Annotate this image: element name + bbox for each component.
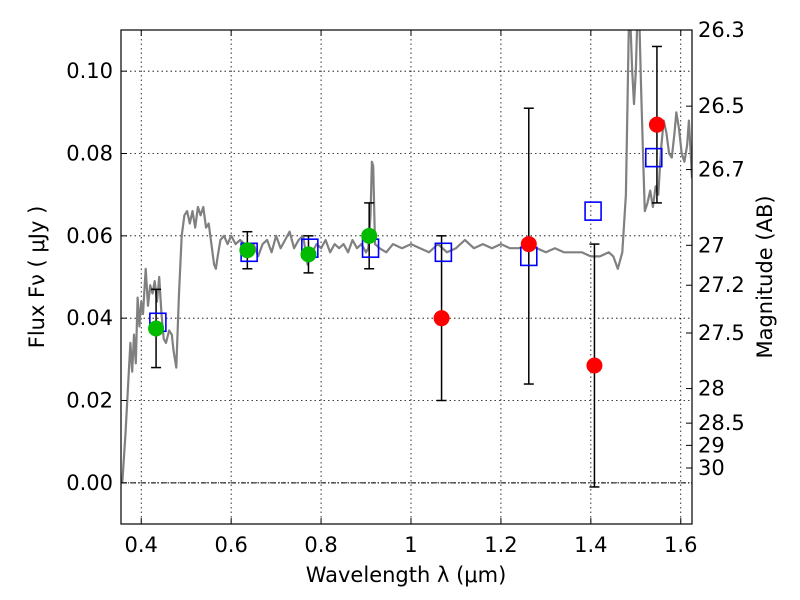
gridlines bbox=[121, 30, 692, 524]
x-tick-label: 1.6 bbox=[664, 533, 697, 557]
model-photometry-square bbox=[434, 242, 453, 263]
right-axis-label: Magnitude (AB) bbox=[753, 195, 777, 358]
photometry-points bbox=[148, 116, 665, 374]
right-tick-label: 29 bbox=[698, 433, 725, 457]
detection-point bbox=[148, 320, 165, 337]
non-detection-point bbox=[586, 357, 603, 374]
model-photometry-square bbox=[584, 201, 602, 221]
right-tick-label: 28.5 bbox=[698, 411, 745, 435]
x-tick-label: 0.8 bbox=[304, 533, 337, 557]
y-tick-label: 0.06 bbox=[66, 224, 113, 248]
right-tick-label: 27.2 bbox=[698, 273, 745, 297]
x-axis-ticks: 0.4 0.6 0.8 1 1.2 1.4 1.6 bbox=[125, 30, 697, 557]
non-detection-point bbox=[520, 236, 537, 253]
plot-frame bbox=[120, 29, 693, 525]
model-spectrum-group bbox=[121, 30, 692, 483]
non-detection-point bbox=[648, 116, 665, 133]
x-tick-label: 1 bbox=[404, 533, 417, 557]
non-detection-point bbox=[433, 310, 450, 327]
detection-point bbox=[300, 246, 317, 263]
right-tick-label: 30 bbox=[698, 456, 725, 480]
x-tick-label: 0.4 bbox=[125, 533, 158, 557]
detection-point bbox=[361, 227, 378, 244]
model-spectrum-line bbox=[121, 30, 692, 483]
x-tick-label: 1.2 bbox=[484, 533, 517, 557]
model-photometry-square bbox=[644, 147, 663, 168]
right-tick-label: 27.5 bbox=[698, 321, 745, 345]
detection-point bbox=[239, 242, 256, 259]
y-axis-ticks: 0.00 0.02 0.04 0.06 0.08 0.10 bbox=[66, 59, 127, 495]
y-axis-label: Flux Fν ( μJy ) bbox=[25, 206, 49, 349]
y-tick-label: 0.04 bbox=[66, 306, 113, 330]
y-tick-label: 0.00 bbox=[66, 471, 113, 495]
right-tick-label: 26.7 bbox=[698, 158, 745, 182]
y-tick-label: 0.02 bbox=[66, 389, 113, 413]
x-tick-label: 0.6 bbox=[214, 533, 247, 557]
x-tick-label: 1.4 bbox=[574, 533, 607, 557]
right-tick-label: 28 bbox=[698, 377, 725, 401]
y-tick-label: 0.10 bbox=[66, 59, 113, 83]
right-tick-label: 27 bbox=[698, 233, 725, 257]
y-tick-label: 0.08 bbox=[66, 142, 113, 166]
x-axis-label: Wavelength λ (μm) bbox=[306, 563, 507, 587]
right-tick-label: 26.3 bbox=[698, 18, 745, 42]
right-tick-label: 26.5 bbox=[698, 94, 745, 118]
